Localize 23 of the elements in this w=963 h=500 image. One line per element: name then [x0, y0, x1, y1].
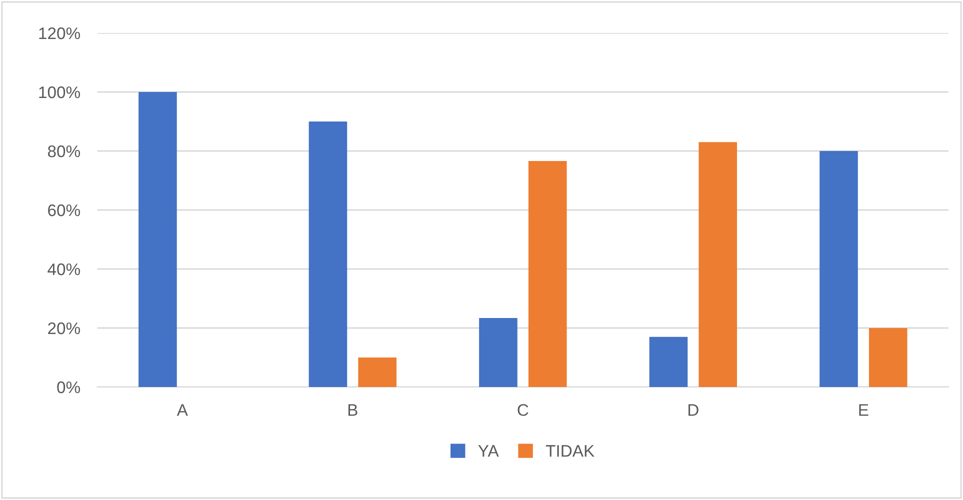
- x-tick-label: C: [518, 404, 528, 416]
- y-tick-label: 20%: [48, 322, 80, 334]
- y-tick-label: 120%: [39, 27, 80, 40]
- bar: [479, 318, 518, 387]
- y-tick-label: 60%: [48, 204, 80, 216]
- legend-label: TIDAK: [546, 445, 594, 457]
- bar: [528, 161, 567, 387]
- x-tick-label: E: [859, 404, 868, 416]
- x-tick-label: A: [176, 404, 188, 416]
- bar: [820, 151, 858, 387]
- x-tick-label: B: [348, 404, 358, 416]
- bar: [698, 142, 738, 387]
- bar: [649, 336, 688, 387]
- y-tick-label: 0%: [57, 381, 80, 394]
- x-tick-label: D: [688, 404, 698, 416]
- bar: [868, 328, 908, 387]
- legend-label: YA: [478, 445, 499, 457]
- y-tick-label: 80%: [48, 145, 80, 158]
- bar: [358, 358, 396, 387]
- bar: [308, 122, 348, 387]
- y-tick-label: 40%: [48, 263, 80, 276]
- bar: [138, 92, 177, 387]
- y-tick-label: 100%: [39, 86, 80, 98]
